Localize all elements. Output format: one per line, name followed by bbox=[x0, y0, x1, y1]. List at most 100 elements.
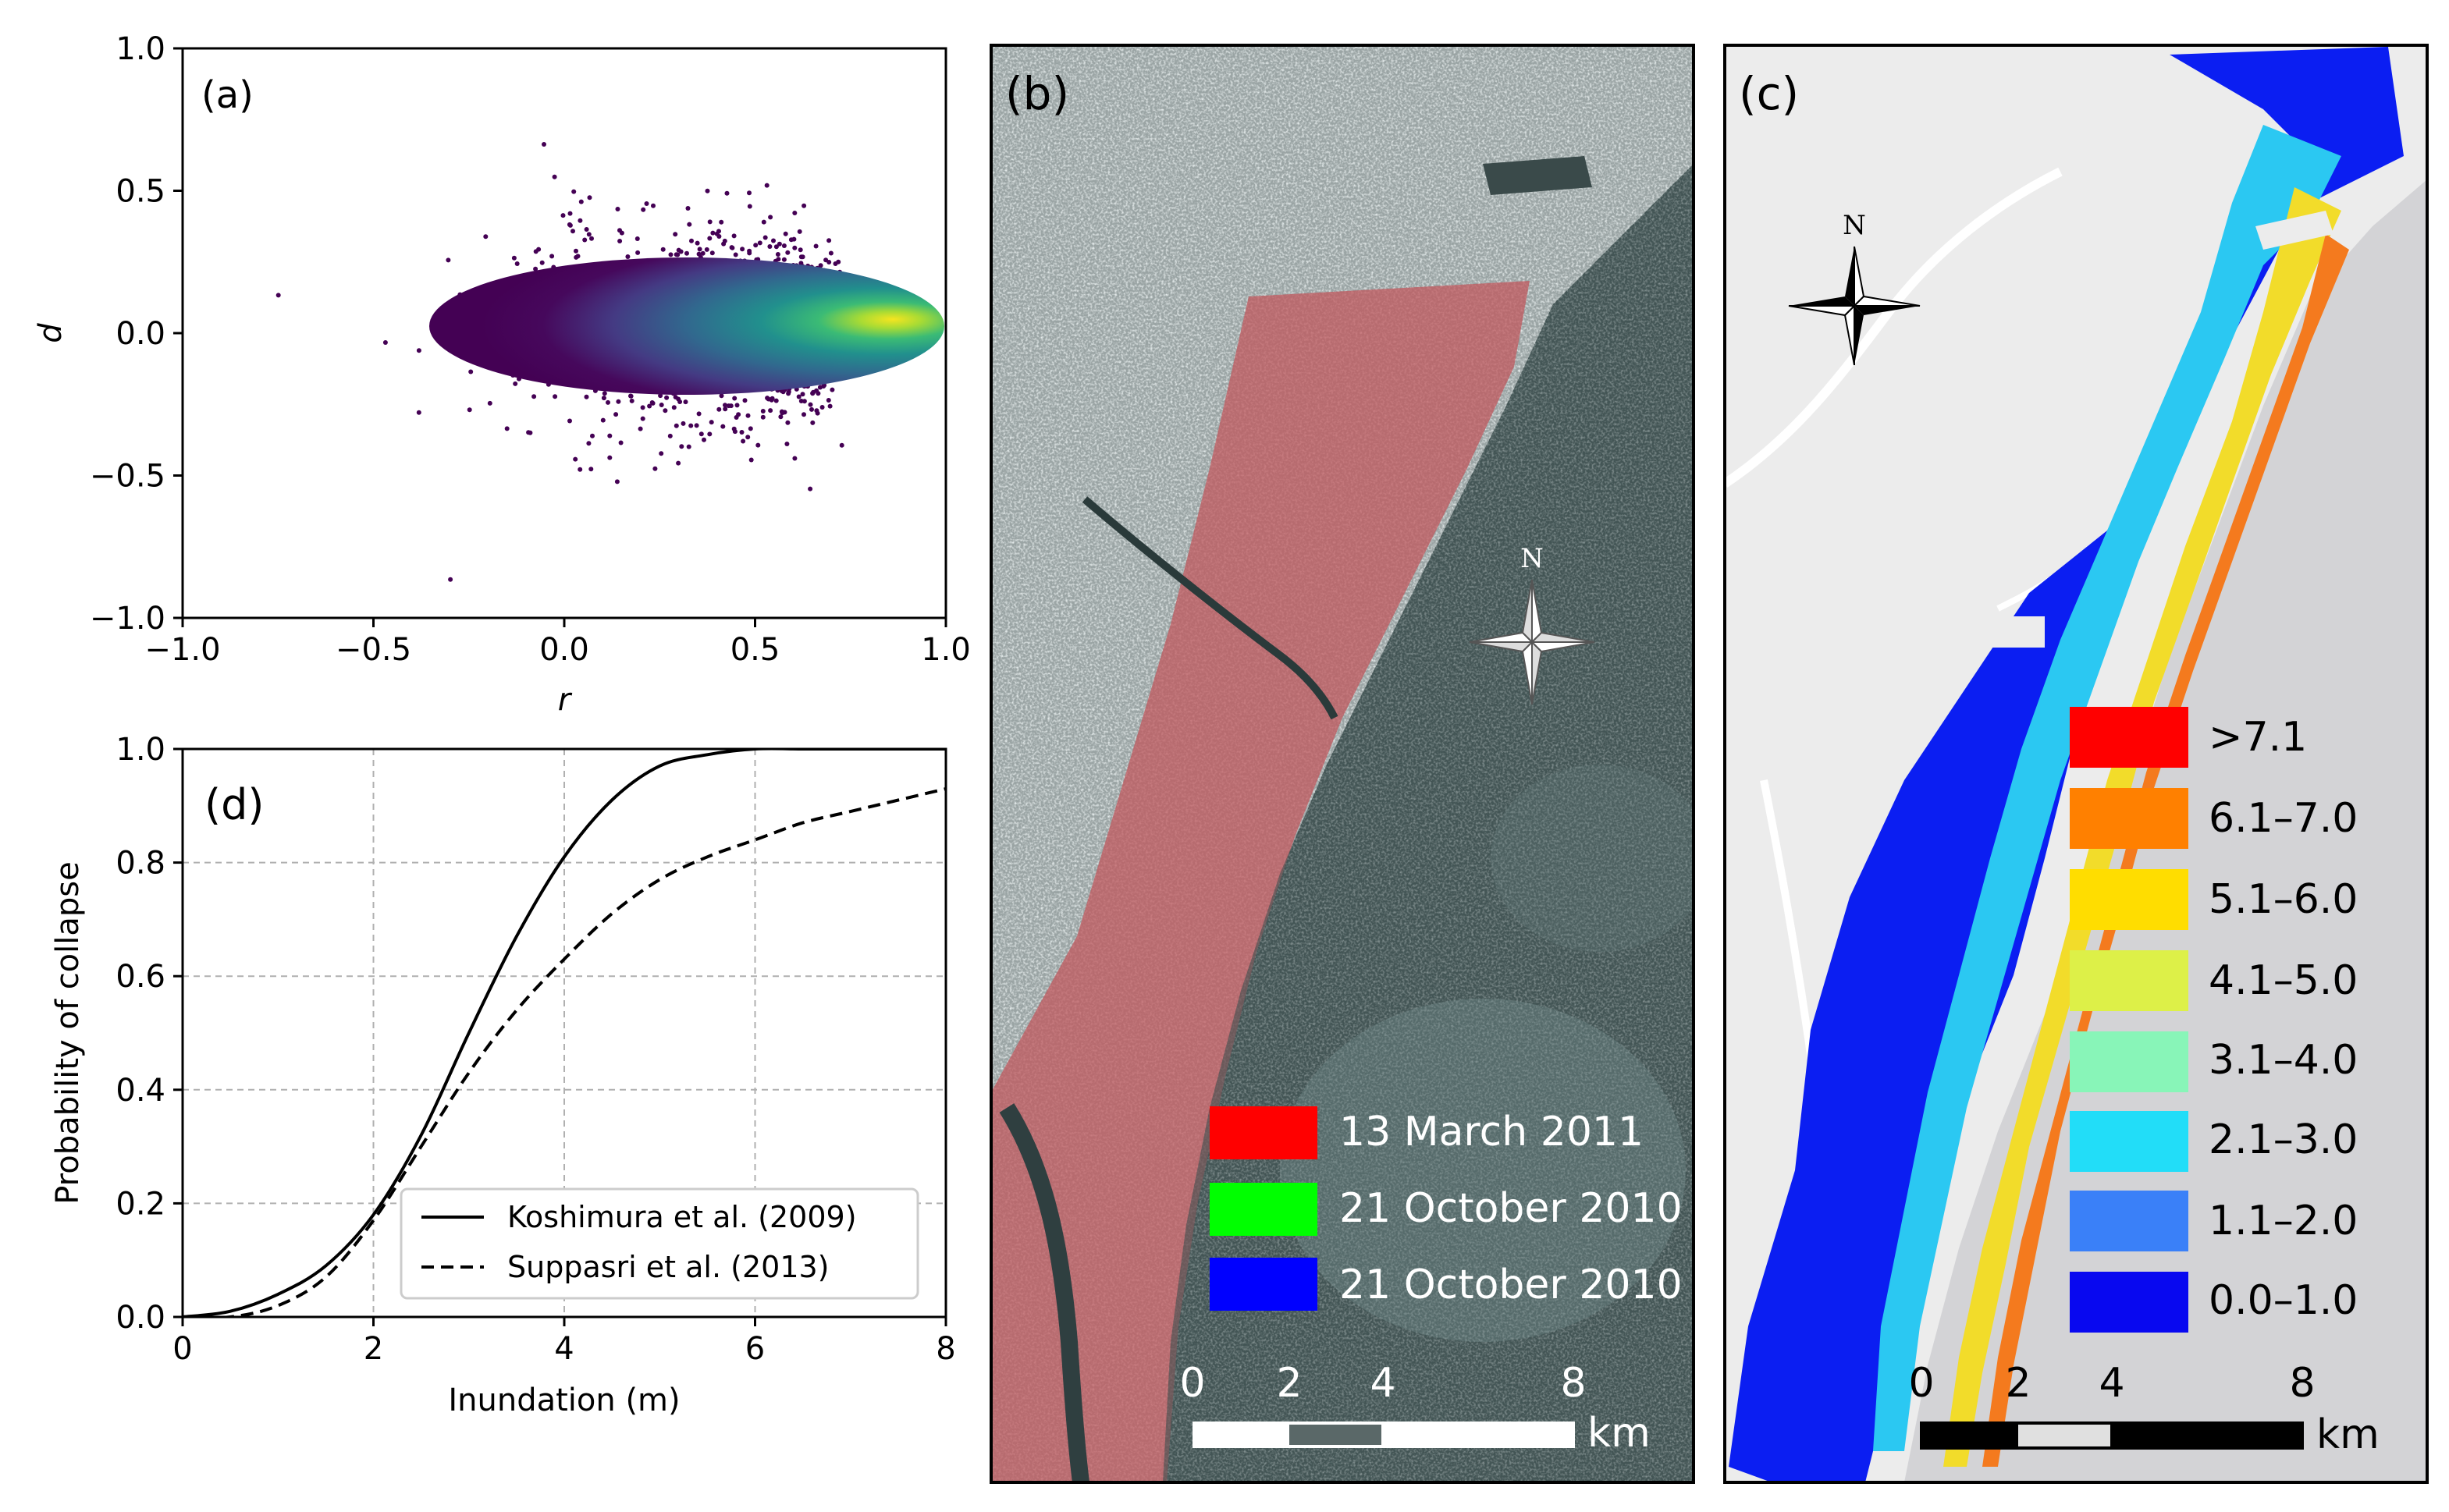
y-tick-label-d: 0.2 bbox=[116, 1186, 165, 1222]
legend-label-b-1: 21 October 2010 bbox=[1339, 1185, 1683, 1232]
scatter-point bbox=[705, 188, 710, 193]
scatter-point bbox=[785, 250, 791, 255]
legend-label-c-1: 6.1–7.0 bbox=[2209, 795, 2358, 842]
y-tick-label-d: 0.4 bbox=[116, 1073, 165, 1109]
scatter-point bbox=[826, 238, 832, 243]
scatter-point bbox=[601, 396, 606, 401]
scatter-point bbox=[567, 222, 573, 228]
scatter-point bbox=[467, 407, 472, 413]
scatter-point bbox=[808, 402, 813, 407]
scatter-point bbox=[724, 190, 730, 196]
scatter-point bbox=[797, 229, 802, 234]
scatter-point bbox=[704, 247, 709, 252]
scatter-point bbox=[660, 247, 666, 252]
scatter-point bbox=[664, 395, 670, 400]
scalebar-c-tick-2: 4 bbox=[2099, 1360, 2124, 1407]
scatter-point bbox=[694, 423, 699, 428]
scatter-point bbox=[446, 257, 451, 263]
scatter-point bbox=[748, 457, 754, 463]
legend-label-c-5: 2.1–3.0 bbox=[2209, 1116, 2358, 1163]
scatter-point bbox=[773, 244, 779, 250]
scalebar-c-tick-3: 8 bbox=[2289, 1360, 2315, 1407]
scatter-point bbox=[560, 213, 566, 218]
x-tick-label-d: 0 bbox=[172, 1331, 192, 1367]
scatter-point bbox=[588, 467, 594, 472]
scatter-point bbox=[792, 211, 798, 215]
scatter-point bbox=[671, 405, 677, 410]
scatter-point bbox=[781, 243, 787, 248]
scatter-point bbox=[600, 417, 606, 423]
scatter-point bbox=[696, 411, 702, 417]
scatter-point bbox=[798, 399, 804, 403]
scatter-point bbox=[747, 204, 752, 209]
legend-label-b-0: 13 March 2011 bbox=[1339, 1109, 1644, 1155]
scatter-point bbox=[616, 399, 621, 404]
scatter-point bbox=[528, 430, 533, 435]
x-tick-label-d: 6 bbox=[745, 1331, 765, 1367]
scatter-point bbox=[650, 400, 656, 406]
scatter-point bbox=[673, 395, 678, 399]
legend-b: 13 March 2011 21 October 2010 21 October… bbox=[1210, 1106, 1683, 1311]
scatter-point bbox=[571, 189, 577, 194]
map-frame-b bbox=[990, 44, 1695, 1484]
scatter-point bbox=[683, 399, 688, 405]
scatter-point bbox=[778, 414, 784, 420]
scatter-point bbox=[689, 238, 694, 243]
legend-box-d bbox=[400, 1187, 919, 1300]
scatter-point bbox=[606, 399, 610, 405]
scatter-point bbox=[760, 409, 766, 413]
scatter-point bbox=[748, 426, 753, 431]
x-tick-label-d: 8 bbox=[936, 1331, 955, 1367]
panel-a: −1.0 −0.5 0.0 0.5 1.0 −1.0 −0.5 0.0 0.5 1.0 (a) r… bbox=[33, 31, 971, 718]
scatter-point bbox=[634, 236, 640, 241]
scatter-point bbox=[652, 466, 658, 471]
scatter-point bbox=[619, 230, 624, 236]
scatter-point bbox=[732, 396, 738, 401]
scatter-point bbox=[613, 412, 619, 417]
scatter-point bbox=[675, 252, 681, 257]
scalebar-c-tick-1: 2 bbox=[2005, 1360, 2031, 1407]
panel-label-a: (a) bbox=[201, 73, 254, 117]
scatter-point bbox=[681, 421, 686, 426]
scatter-point bbox=[640, 405, 645, 410]
scatter-point bbox=[673, 232, 678, 237]
scatter-point bbox=[732, 429, 738, 435]
scatter-point bbox=[647, 403, 652, 409]
change-area-b bbox=[991, 281, 1530, 1482]
scatter-point bbox=[800, 254, 805, 260]
panel-label-d: (d) bbox=[204, 780, 264, 829]
scatter-point bbox=[830, 387, 835, 392]
y-tick-label-a: 0.0 bbox=[116, 316, 165, 352]
scatter-point bbox=[709, 420, 714, 425]
scatter-point bbox=[719, 219, 724, 225]
x-axis-label-d: Inundation (m) bbox=[448, 1382, 680, 1418]
inundation-zone-cyan bbox=[1873, 125, 2341, 1451]
scatter-point bbox=[798, 247, 803, 253]
scatter-point bbox=[833, 261, 838, 266]
north-arrow-b: N bbox=[1469, 543, 1595, 705]
legend-label-c-3: 4.1–5.0 bbox=[2209, 957, 2358, 1004]
scatter-point bbox=[733, 252, 738, 257]
scatter-point bbox=[687, 222, 692, 227]
scatter-point bbox=[679, 444, 684, 449]
scatter-point bbox=[768, 408, 773, 413]
scatter-point bbox=[573, 456, 578, 462]
x-tick-label-d: 4 bbox=[554, 1331, 574, 1367]
scatter-point bbox=[468, 369, 474, 374]
scatter-point bbox=[815, 410, 820, 416]
scatter-point bbox=[638, 426, 643, 431]
scatter-point bbox=[487, 400, 492, 406]
scatter-point bbox=[729, 245, 734, 250]
scatter-point bbox=[607, 433, 613, 438]
scatter-point bbox=[676, 460, 681, 466]
scatter-point bbox=[776, 257, 781, 262]
scatter-point bbox=[584, 227, 589, 232]
scatter-point bbox=[709, 250, 715, 256]
series-line-suppasri bbox=[183, 787, 946, 1317]
y-tick-label-a: −1.0 bbox=[90, 601, 165, 637]
scatter-point bbox=[553, 394, 558, 399]
scatter-point bbox=[511, 255, 517, 261]
scatter-point bbox=[514, 261, 520, 266]
scalebar-b-unit: km bbox=[1587, 1410, 1651, 1457]
